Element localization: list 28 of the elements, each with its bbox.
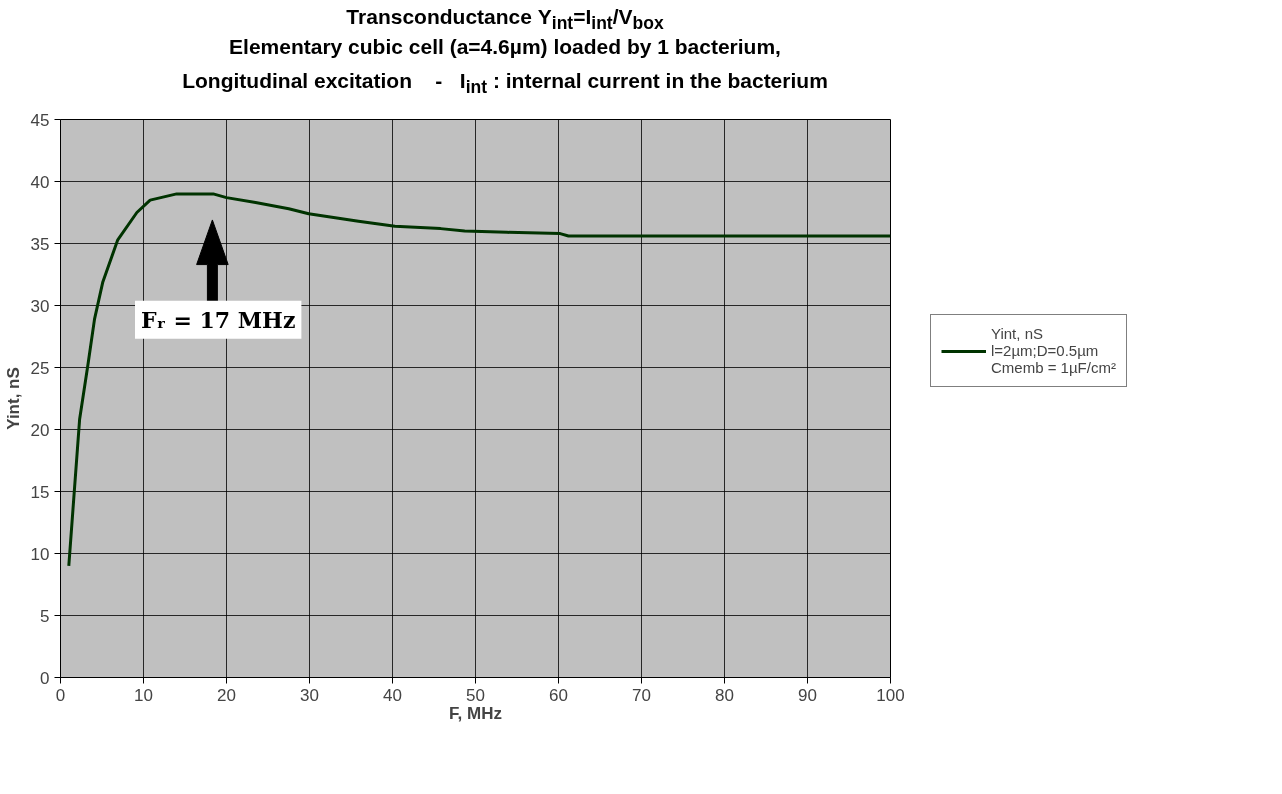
chart-subtitle: Elementary cubic cell (a=4.6µm) loaded by 1 bacterium, Longitudinal excitation - I$_{int}$ : internal current in the bacterium xyxy=(182,35,828,98)
y-tick-label: 20 xyxy=(30,420,50,440)
y-tick-label: 30 xyxy=(30,296,50,316)
y-tick-label: 10 xyxy=(30,544,50,564)
x-axis-title: F, MHz xyxy=(449,703,502,723)
x-tick-label: 90 xyxy=(798,685,817,705)
x-tick-label: 30 xyxy=(300,685,319,705)
chart-title: Transconductance Y$_{int}$=I$_{int}$/V$_{box}$ xyxy=(346,5,664,34)
y-tick-label: 0 xyxy=(40,668,50,688)
x-tick-label: 20 xyxy=(217,685,236,705)
x-tick-label: 80 xyxy=(715,685,734,705)
legend-label: Yint, nS l=2µm;D=0.5µm Cmemb = 1µF/cm² xyxy=(991,325,1116,377)
y-tick-label: 5 xyxy=(40,606,50,626)
x-tick-label: 60 xyxy=(549,685,568,705)
x-tick-label: 70 xyxy=(632,685,651,705)
x-tick-label: 100 xyxy=(876,685,905,705)
y-tick-label: 45 xyxy=(30,110,50,130)
x-tick-label: 0 xyxy=(55,685,66,705)
line-series xyxy=(67,192,891,568)
x-tick-label: 50 xyxy=(466,685,485,705)
annotation: Fᵣ = 17 MHz xyxy=(141,307,296,334)
y-axis-title: Yint, nS xyxy=(3,367,23,431)
y-tick-label: 25 xyxy=(30,358,50,378)
y-tick-label: 40 xyxy=(30,172,50,192)
x-tick-label: 10 xyxy=(134,685,153,705)
y-tick-label: 35 xyxy=(30,234,50,254)
x-tick-label: 40 xyxy=(383,685,402,705)
y-tick-label: 15 xyxy=(30,482,50,502)
